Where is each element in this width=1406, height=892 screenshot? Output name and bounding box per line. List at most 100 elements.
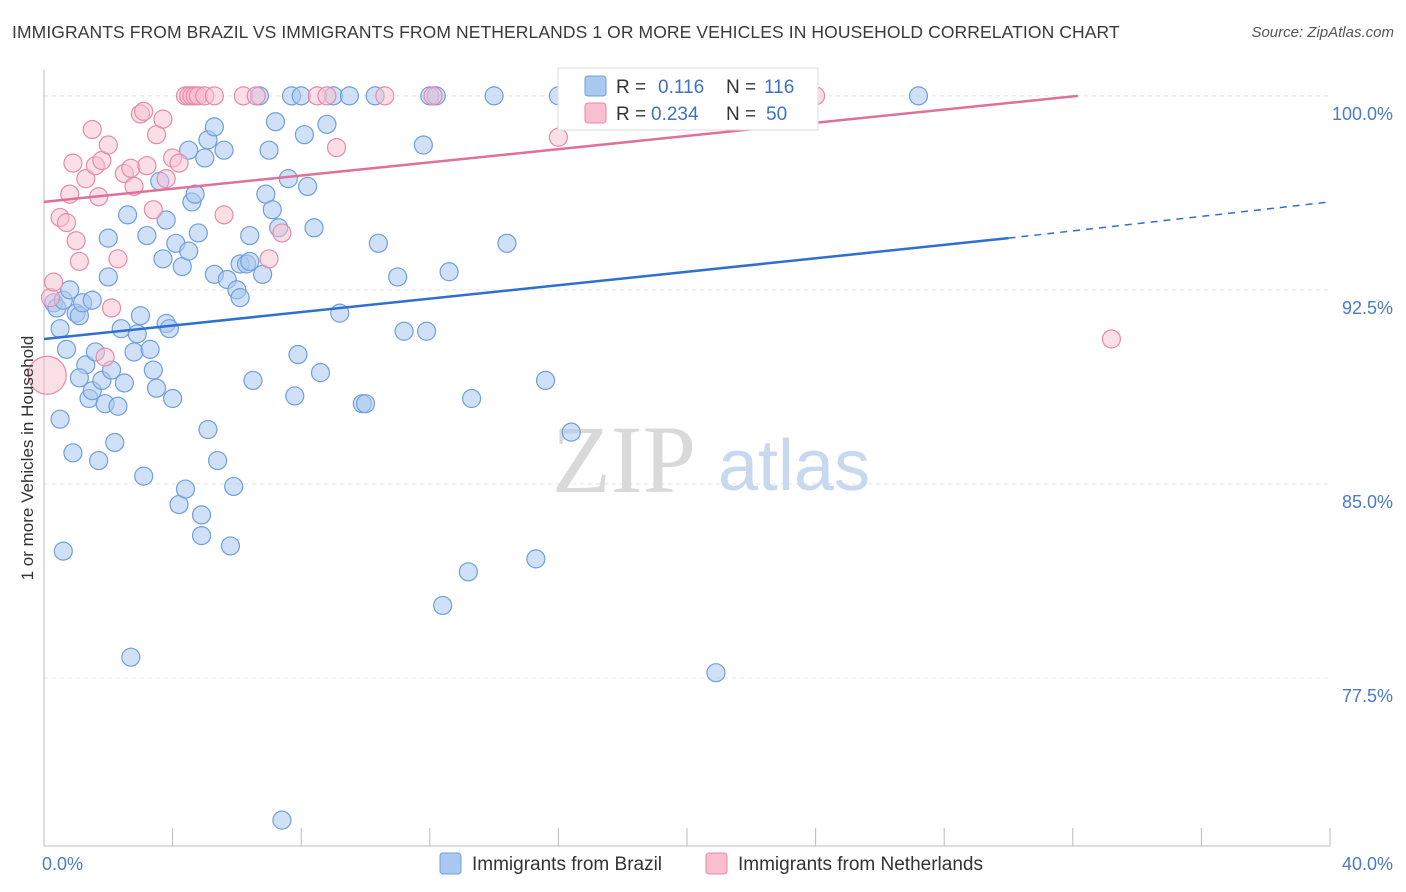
x-tick-label-0: 0.0% [42, 854, 83, 874]
point-brazil-41 [163, 388, 183, 409]
point-netherlands-2 [44, 272, 64, 292]
point-brazil-15 [82, 290, 102, 310]
point-brazil-73 [262, 200, 282, 220]
point-brazil-83 [298, 176, 318, 196]
point-netherlands-40 [259, 249, 279, 269]
watermark-zip: ZIP [552, 406, 696, 513]
point-netherlands-22 [134, 101, 154, 121]
point-netherlands-23 [137, 156, 157, 176]
point-brazil-5 [53, 541, 73, 561]
point-brazil-114 [191, 505, 212, 525]
x-ticks: 0.0% 40.0% [42, 828, 1393, 874]
legend-r-value-brazil: 0.116 [658, 77, 704, 98]
point-brazil-107 [535, 370, 556, 390]
point-netherlands-8 [69, 251, 89, 272]
point-netherlands-47 [548, 127, 569, 147]
point-brazil-51 [191, 525, 212, 546]
legend-r-label-brazil: R = [616, 77, 646, 98]
point-netherlands-1 [40, 288, 61, 308]
point-brazil-54 [198, 419, 218, 440]
point-netherlands-7 [66, 231, 86, 251]
point-brazil-95 [394, 321, 414, 341]
bottom-legend-swatch-brazil [439, 852, 462, 875]
point-brazil-33 [140, 339, 160, 359]
point-netherlands-6 [63, 153, 83, 173]
watermark-atlas: atlas [718, 426, 870, 506]
legend-r-value-netherlands: 0.234 [651, 104, 699, 125]
bottom-legend-label-netherlands: Immigrants from Netherlands [738, 854, 983, 875]
point-netherlands-49 [1101, 329, 1121, 349]
bottom-legend-swatch-netherlands [705, 852, 728, 875]
point-brazil-58 [214, 140, 234, 160]
point-brazil-27 [121, 647, 141, 667]
point-brazil-82 [294, 125, 315, 145]
y-tick-label-0: 100.0% [1332, 104, 1393, 124]
point-netherlands-4 [56, 213, 77, 233]
legend-n-label-brazil: N = [726, 77, 756, 98]
point-brazil-67 [240, 225, 260, 246]
point-brazil-26 [117, 205, 138, 225]
point-netherlands-36 [204, 86, 224, 106]
point-brazil-34 [143, 360, 163, 380]
point-brazil-115 [69, 368, 89, 388]
point-brazil-80 [288, 344, 308, 365]
x-tick-label-1: 40.0% [1342, 854, 1393, 874]
point-netherlands-43 [317, 86, 337, 106]
point-netherlands-44 [326, 138, 347, 158]
point-brazil-17 [89, 450, 109, 471]
point-brazil-85 [310, 363, 331, 383]
point-brazil-72 [259, 140, 279, 160]
point-brazil-105 [497, 233, 517, 253]
point-brazil-38 [156, 210, 176, 230]
point-brazil-6 [56, 339, 77, 359]
legend-n-label-netherlands: N = [726, 104, 756, 125]
point-brazil-63 [230, 288, 250, 308]
point-brazil-93 [368, 233, 388, 253]
point-brazil-111 [706, 663, 726, 683]
legend-n-value-netherlands: 50 [766, 104, 787, 125]
point-brazil-49 [185, 184, 205, 204]
point-netherlands-24 [143, 200, 163, 220]
point-brazil-66 [240, 251, 260, 272]
trendline-brazil-extension [1008, 201, 1331, 239]
point-brazil-112 [908, 86, 929, 106]
point-brazil-61 [224, 476, 244, 497]
bottom-legend: Immigrants from Brazil Immigrants from N… [439, 852, 983, 875]
point-brazil-8 [63, 443, 83, 463]
y-tick-label-1: 92.5% [1342, 298, 1393, 318]
point-brazil-28 [124, 342, 144, 362]
trendline-netherlands [43, 94, 1078, 204]
point-netherlands-39 [246, 86, 266, 106]
point-brazil-97 [416, 321, 437, 341]
point-netherlands-19 [121, 158, 141, 178]
point-brazil-89 [339, 86, 360, 106]
point-brazil-24 [111, 319, 131, 339]
point-brazil-102 [458, 562, 478, 582]
point-brazil-84 [304, 218, 324, 238]
point-netherlands-26 [153, 109, 173, 129]
point-brazil-2 [50, 409, 70, 429]
y-ticks: 100.0% 92.5% 85.0% 77.5% [1332, 104, 1393, 706]
point-brazil-86 [317, 114, 337, 134]
point-brazil-100 [433, 595, 453, 616]
point-brazil-109 [561, 422, 581, 442]
point-brazil-46 [179, 140, 199, 160]
point-brazil-81 [291, 86, 311, 106]
point-brazil-76 [272, 810, 292, 830]
point-brazil-106 [526, 549, 546, 569]
point-brazil-40 [159, 319, 179, 339]
point-brazil-52 [195, 148, 215, 168]
legend-n-value-brazil: 116 [764, 77, 794, 98]
y-tick-label-3: 77.5% [1342, 686, 1393, 706]
point-netherlands-0 [27, 355, 67, 395]
point-netherlands-16 [101, 298, 122, 318]
legend-swatch-brazil [584, 75, 607, 97]
legend-box: R = 0.116 N = 116 R = 0.234 N = 50 [557, 67, 819, 131]
point-brazil-25 [114, 373, 134, 393]
point-brazil-104 [484, 86, 504, 106]
point-netherlands-15 [98, 135, 118, 155]
point-brazil-50 [188, 223, 208, 243]
y-tick-label-2: 85.0% [1342, 492, 1393, 512]
point-brazil-94 [388, 267, 408, 287]
